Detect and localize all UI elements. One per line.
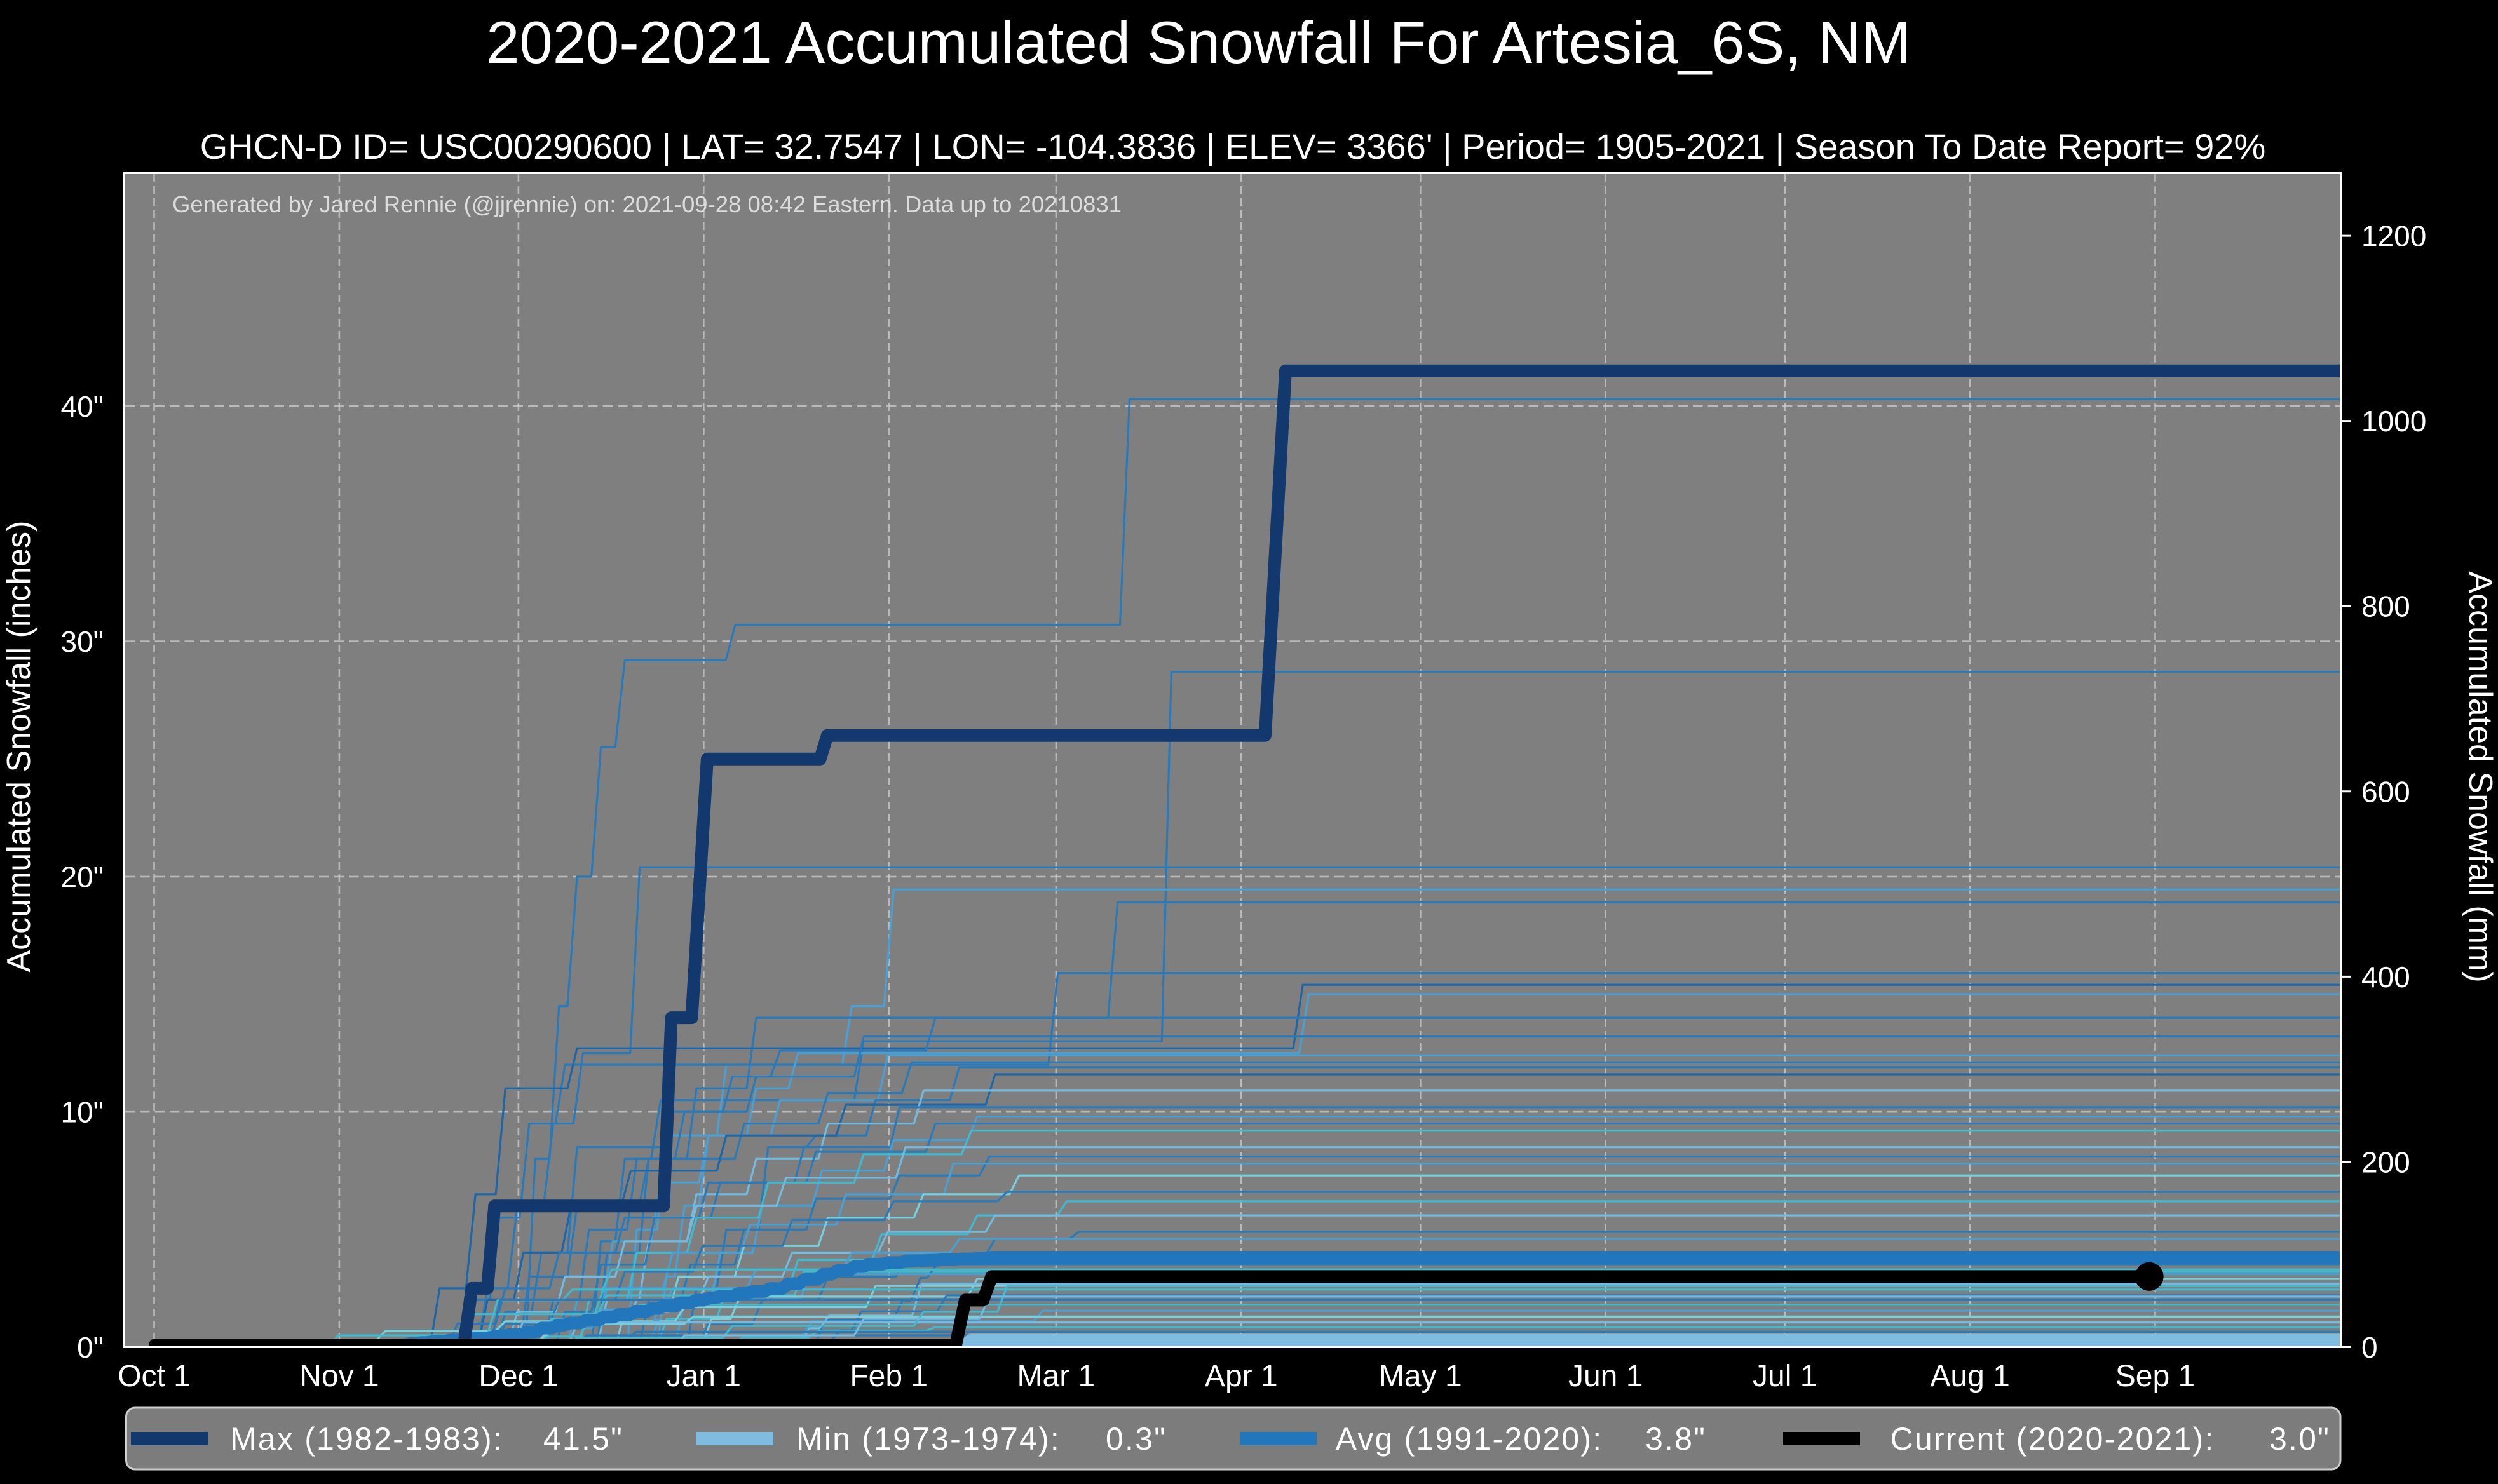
svg-text:Min (1973-1974):: Min (1973-1974):	[796, 1421, 1061, 1457]
svg-text:Aug 1: Aug 1	[1930, 1359, 2009, 1393]
svg-text:Apr 1: Apr 1	[1205, 1359, 1278, 1393]
svg-text:3.0": 3.0"	[2269, 1421, 2330, 1457]
svg-text:0.3": 0.3"	[1106, 1421, 1167, 1457]
svg-text:10": 10"	[61, 1096, 104, 1129]
svg-text:40": 40"	[61, 390, 104, 423]
svg-text:Sep 1: Sep 1	[2115, 1359, 2195, 1393]
svg-text:May 1: May 1	[1379, 1359, 1462, 1393]
svg-text:GHCN-D ID= USC00290600 | LAT=: GHCN-D ID= USC00290600 | LAT= 32.7547 | …	[200, 126, 2266, 166]
svg-text:1000: 1000	[2361, 405, 2426, 438]
svg-text:20": 20"	[61, 860, 104, 893]
svg-text:3.8": 3.8"	[1645, 1421, 1706, 1457]
svg-text:Jun 1: Jun 1	[1568, 1359, 1643, 1393]
svg-text:30": 30"	[61, 625, 104, 658]
svg-text:800: 800	[2361, 590, 2410, 623]
svg-text:Max (1982-1983):: Max (1982-1983):	[230, 1421, 503, 1457]
svg-text:41.5": 41.5"	[543, 1421, 623, 1457]
svg-text:Jul 1: Jul 1	[1753, 1359, 1817, 1393]
svg-text:0: 0	[2361, 1331, 2378, 1364]
svg-text:0": 0"	[77, 1331, 104, 1364]
svg-text:1200: 1200	[2361, 220, 2426, 253]
svg-text:400: 400	[2361, 961, 2410, 994]
svg-text:Oct 1: Oct 1	[118, 1359, 191, 1393]
svg-text:200: 200	[2361, 1145, 2410, 1178]
svg-text:Accumulated Snowfall (inches): Accumulated Snowfall (inches)	[1, 521, 37, 973]
svg-text:2020-2021 Accumulated Snowfall: 2020-2021 Accumulated Snowfall For Artes…	[486, 9, 1911, 76]
svg-text:Feb 1: Feb 1	[850, 1359, 928, 1393]
svg-text:Generated by Jared Rennie (@jj: Generated by Jared Rennie (@jjrennie) on…	[172, 191, 1122, 217]
svg-text:Avg (1991-2020):: Avg (1991-2020):	[1336, 1421, 1603, 1457]
svg-text:600: 600	[2361, 775, 2410, 808]
svg-text:Nov 1: Nov 1	[299, 1359, 379, 1393]
svg-text:Dec 1: Dec 1	[479, 1359, 558, 1393]
svg-text:Jan 1: Jan 1	[667, 1359, 741, 1393]
svg-text:Mar 1: Mar 1	[1017, 1359, 1096, 1393]
svg-text:Current (2020-2021):: Current (2020-2021):	[1890, 1421, 2215, 1457]
svg-text:Accumulated Snowfall (mm): Accumulated Snowfall (mm)	[2462, 571, 2498, 982]
